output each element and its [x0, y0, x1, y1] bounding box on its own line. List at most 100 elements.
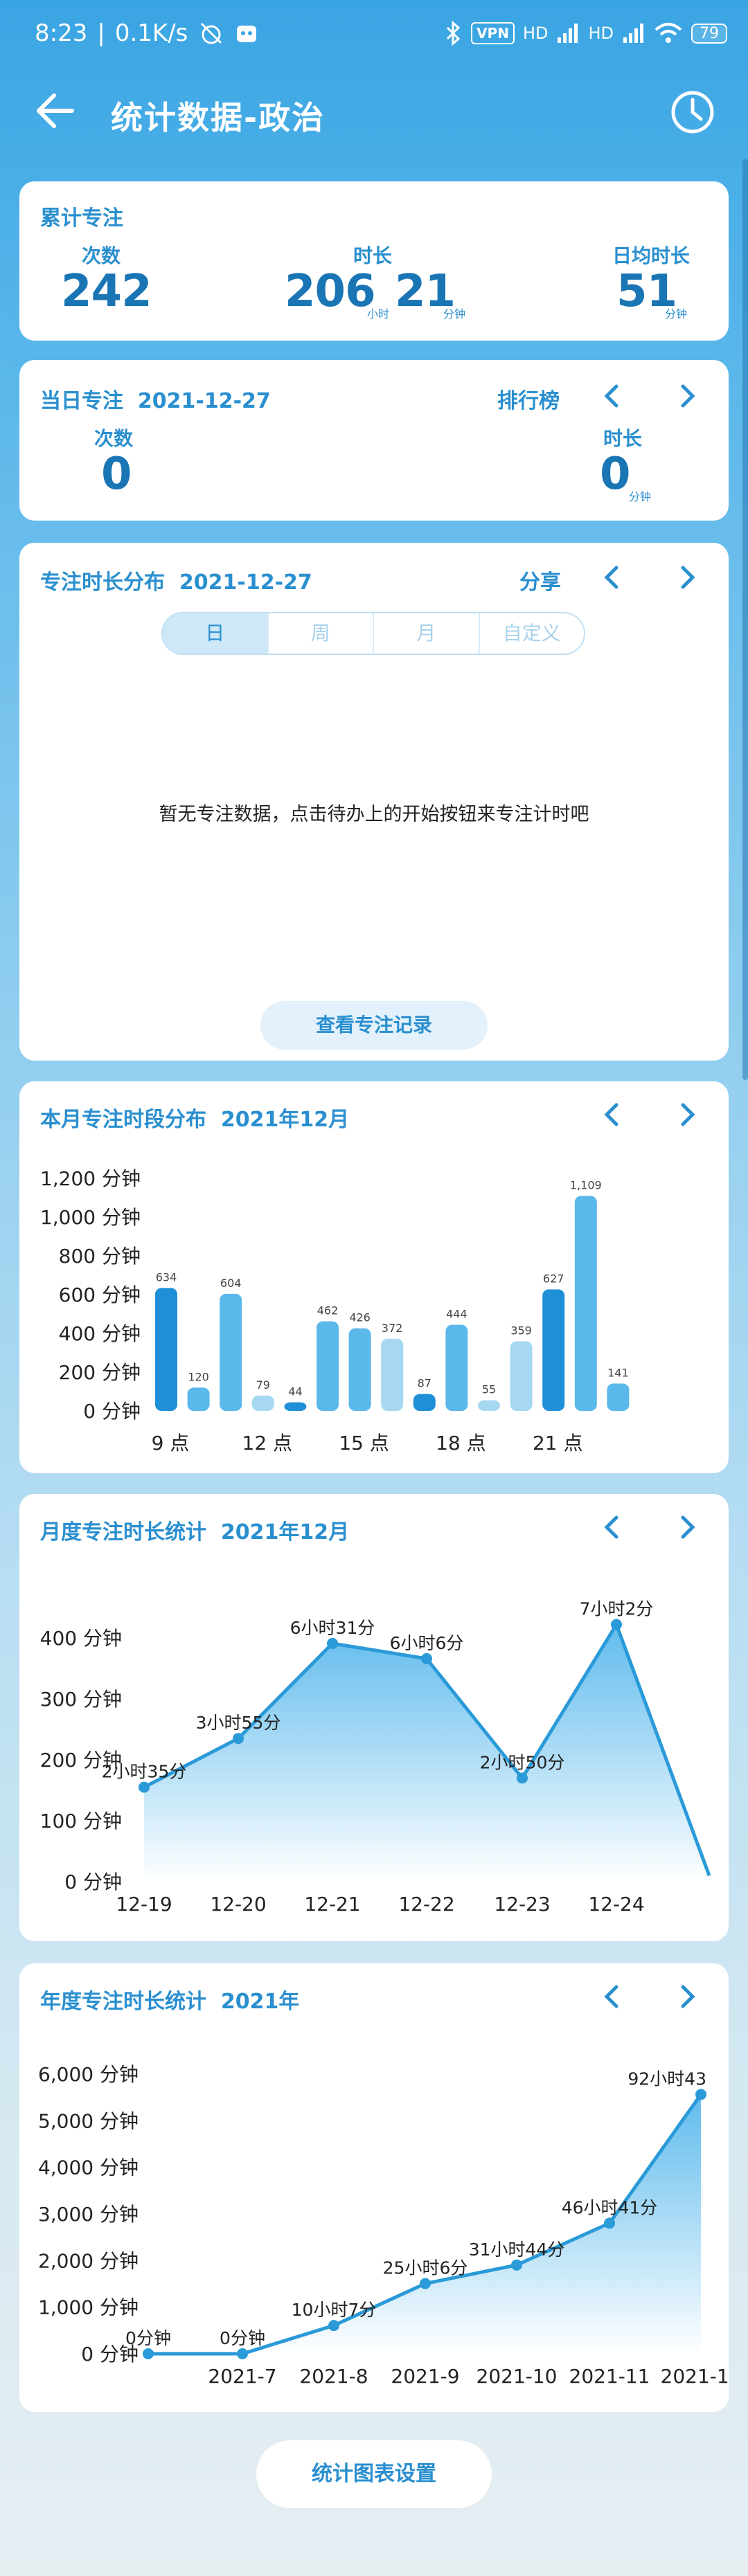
count-label: 次数	[82, 244, 121, 267]
monthly-slots-card: 本月专注时段分布 2021年12月 1,200 分钟 1,000 分钟 800 分钟…	[19, 1081, 729, 1473]
tab-month[interactable]: 月	[374, 613, 480, 654]
y-tick-label: 200 分钟	[40, 1749, 122, 1772]
data-point	[604, 2217, 615, 2229]
signal-icon-2	[623, 24, 643, 43]
x-tick-label: 2021-12	[661, 2365, 729, 2388]
x-tick-label: 12-24	[588, 1893, 644, 1916]
clock-icon[interactable]	[668, 87, 718, 137]
bar-value-label: 120	[188, 1370, 209, 1383]
area-fill	[148, 2094, 701, 2354]
period-segmented-control: 日 周 月 自定义	[161, 612, 585, 655]
point-label: 31小时44分	[469, 2240, 565, 2260]
data-point	[237, 2348, 248, 2359]
yearly-duration-title: 年度专注时长统计 2021年	[40, 1990, 300, 2014]
view-records-button[interactable]: 查看专注记录	[260, 1001, 488, 1050]
data-point	[139, 1781, 150, 1793]
bar	[317, 1321, 339, 1411]
bar-value-label: 426	[349, 1311, 371, 1324]
cumulative-card: 累计专注 次数 242 时长 206 小时 21 分钟 日均时长 51 分钟	[19, 181, 729, 341]
y-tick-label: 0 分钟	[64, 1871, 122, 1893]
data-point	[421, 1652, 432, 1664]
chevron-right-icon[interactable]	[673, 1101, 701, 1128]
data-point	[695, 2089, 706, 2100]
yearly-duration-card: 年度专注时长统计 2021年 6,000 分钟 5,000 分钟 4,000 分钟 3…	[19, 1963, 729, 2412]
point-label: 46小时41分	[562, 2197, 658, 2217]
share-link[interactable]: 分享	[519, 570, 561, 595]
chevron-left-icon[interactable]	[598, 1513, 626, 1541]
x-tick-label: 12-23	[494, 1893, 550, 1916]
bar	[574, 1196, 597, 1411]
tab-week[interactable]: 周	[269, 613, 374, 654]
monthly-duration-period: 2021年12月	[220, 1520, 350, 1544]
today-date: 2021-12-27	[137, 389, 271, 413]
x-tick-label: 12-21	[304, 1893, 360, 1916]
data-point	[233, 1733, 244, 1745]
bar	[187, 1387, 210, 1411]
data-point	[517, 1772, 528, 1784]
chevron-right-icon[interactable]	[673, 382, 701, 410]
today-duration-value: 0	[600, 449, 631, 500]
bar-value-label: 604	[220, 1277, 242, 1290]
x-tick-label: 12 点	[242, 1432, 293, 1454]
duration-label: 时长	[353, 244, 393, 267]
y-tick-label: 800 分钟	[59, 1245, 141, 1268]
point-label: 3小时55分	[196, 1713, 281, 1733]
bar	[284, 1402, 307, 1411]
x-tick-label: 9 点	[152, 1432, 190, 1454]
chevron-left-icon[interactable]	[598, 564, 626, 591]
bluetooth-icon	[447, 21, 461, 46]
point-label: 92小时43	[627, 2069, 706, 2089]
bar-value-label: 372	[382, 1322, 403, 1335]
page-title: 统计数据-政治	[111, 99, 326, 136]
chevron-left-icon[interactable]	[598, 1983, 626, 2010]
chevron-left-icon[interactable]	[598, 1101, 626, 1128]
y-tick-label: 2,000 分钟	[38, 2249, 139, 2272]
x-tick-label: 2021-8	[299, 2365, 368, 2388]
chevron-right-icon[interactable]	[673, 1983, 701, 2010]
app-notification-icon	[237, 26, 257, 42]
y-tick-label: 600 分钟	[59, 1284, 141, 1306]
area-fill	[144, 1624, 709, 1882]
point-label: 25小时6分	[383, 2258, 468, 2278]
yearly-duration-period: 2021年	[220, 1990, 300, 2014]
empty-message: 暂无专注数据，点击待办上的开始按钮来专注计时吧	[159, 804, 589, 825]
today-duration-unit: 分钟	[629, 490, 652, 503]
bar	[381, 1338, 404, 1411]
bar	[413, 1394, 436, 1411]
tab-day[interactable]: 日	[163, 613, 269, 654]
bar	[348, 1328, 371, 1411]
today-title: 当日专注 2021-12-27	[40, 389, 271, 413]
arrow-left-icon[interactable]	[35, 93, 76, 129]
bar	[542, 1289, 565, 1411]
bar-chart: 1,200 分钟 1,000 分钟 800 分钟 600 分钟 400 分钟 200 分钟…	[40, 1167, 630, 1454]
data-point	[420, 2278, 431, 2289]
app-bar: 统计数据-政治	[0, 76, 748, 145]
point-label: 10小时7分	[292, 2300, 377, 2320]
chart-settings-button[interactable]: 统计图表设置	[256, 2440, 492, 2508]
yearly-area-chart: 6,000 分钟 5,000 分钟 4,000 分钟 3,000 分钟 2,000 分钟…	[38, 2063, 729, 2388]
x-tick-label: 18 点	[436, 1432, 486, 1454]
point-label: 6小时6分	[390, 1633, 464, 1653]
hours-unit: 小时	[367, 307, 390, 321]
monthly-area-chart: 400 分钟 300 分钟 200 分钟 100 分钟 0 分钟 2小时35分 3小时55分…	[40, 1599, 711, 1916]
y-tick-label: 1,200 分钟	[40, 1167, 141, 1190]
scrollbar[interactable]	[742, 159, 748, 1080]
distribution-date: 2021-12-27	[179, 570, 312, 595]
ranking-link[interactable]: 排行榜	[497, 389, 560, 413]
bar-value-label: 79	[256, 1378, 270, 1391]
y-tick-label: 5,000 分钟	[38, 2109, 139, 2132]
y-tick-label: 4,000 分钟	[38, 2156, 139, 2179]
chevron-right-icon[interactable]	[673, 1513, 701, 1541]
tab-custom[interactable]: 自定义	[502, 622, 561, 645]
bar-value-label: 87	[418, 1377, 431, 1390]
data-point	[327, 1637, 338, 1649]
chevron-left-icon[interactable]	[598, 382, 626, 410]
hours-value: 206	[285, 266, 376, 317]
chevron-right-icon[interactable]	[673, 564, 701, 591]
today-card: 当日专注 2021-12-27 排行榜 次数 0 时长 0 分钟	[19, 360, 729, 521]
alarm-off-icon	[201, 22, 222, 44]
y-tick-label: 0 分钟	[81, 2343, 139, 2366]
y-tick-label: 300 分钟	[40, 1688, 122, 1711]
bar-value-label: 44	[288, 1385, 302, 1398]
point-label: 0分钟	[220, 2328, 265, 2348]
